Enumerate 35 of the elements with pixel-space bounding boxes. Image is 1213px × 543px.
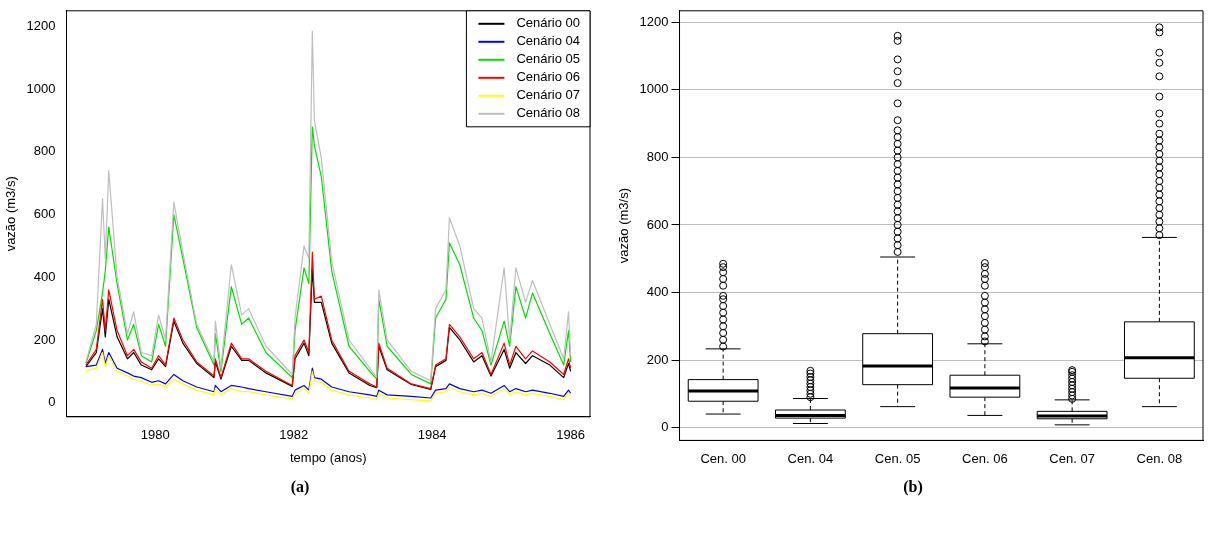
x-tick-label: Cen. 08 [1136, 450, 1183, 466]
legend-label: Cenário 06 [516, 69, 581, 85]
legend-label: Cenário 07 [516, 87, 581, 103]
y-tick-label: 400 [646, 284, 669, 300]
legend-label: Cenário 04 [516, 33, 581, 49]
x-tick-label: Cen. 04 [787, 450, 834, 466]
y-tick-label: 1200 [26, 18, 56, 34]
y-tick-label: 1000 [639, 81, 669, 97]
x-tick-label: 1980 [140, 427, 170, 443]
x-tick-label: 1984 [417, 427, 447, 443]
legend-label: Cenário 08 [516, 105, 581, 121]
x-tick-label: Cen. 05 [874, 450, 921, 466]
y-tick-label: 0 [48, 394, 56, 410]
y-axis-title: vazão (m3/s) [3, 176, 19, 252]
x-tick-label: Cen. 00 [700, 450, 746, 466]
y-tick-label: 200 [33, 331, 56, 347]
y-tick-label: 600 [33, 206, 56, 222]
y-tick-label: 600 [646, 216, 669, 232]
y-tick-label: 200 [646, 351, 669, 367]
y-tick-label: 800 [646, 148, 669, 164]
x-tick-label: Cen. 07 [1049, 450, 1095, 466]
y-tick-label: 400 [33, 268, 56, 284]
x-tick-label: 1982 [279, 427, 309, 443]
legend-label: Cenário 00 [516, 15, 581, 31]
y-tick-label: 1200 [639, 13, 669, 29]
x-tick-label: Cen. 06 [962, 450, 1008, 466]
text: (b) [903, 478, 923, 496]
y-axis-title: vazão (m3/s) [616, 188, 632, 264]
x-tick-label: 1986 [556, 427, 586, 443]
y-tick-label: 0 [661, 419, 669, 435]
text: (a) [290, 478, 310, 496]
y-tick-label: 1000 [26, 80, 56, 96]
y-tick-label: 800 [33, 143, 56, 159]
legend-label: Cenário 05 [516, 51, 581, 67]
x-axis-title: tempo (anos) [289, 449, 367, 465]
